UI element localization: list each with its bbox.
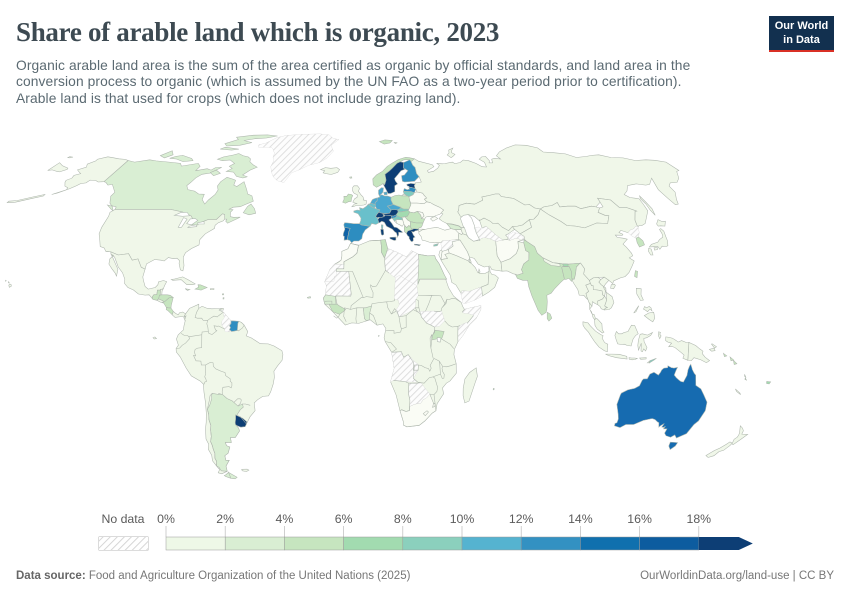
svg-text:6%: 6% [335,512,353,526]
svg-text:2%: 2% [216,512,234,526]
svg-text:16%: 16% [627,512,652,526]
svg-text:18%: 18% [686,512,711,526]
svg-text:4%: 4% [276,512,294,526]
svg-text:No data: No data [101,512,144,526]
svg-text:12%: 12% [509,512,534,526]
svg-text:0%: 0% [157,512,175,526]
svg-text:8%: 8% [394,512,412,526]
svg-text:10%: 10% [450,512,475,526]
svg-text:14%: 14% [568,512,593,526]
